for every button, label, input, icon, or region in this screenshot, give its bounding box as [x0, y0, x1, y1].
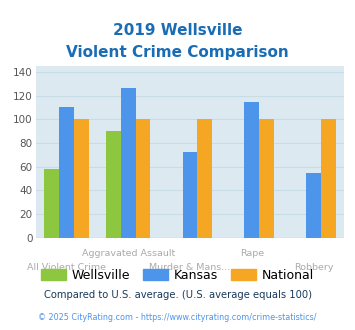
Bar: [244, 102, 259, 238]
Text: Aggravated Assault: Aggravated Assault: [82, 249, 175, 258]
Bar: [136, 119, 151, 238]
Text: 2019 Wellsville: 2019 Wellsville: [113, 23, 242, 38]
Bar: [59, 108, 74, 238]
Bar: [321, 119, 336, 238]
Text: Murder & Mans...: Murder & Mans...: [149, 263, 230, 272]
Text: Robbery: Robbery: [294, 263, 333, 272]
Bar: [106, 131, 121, 238]
Bar: [44, 169, 59, 238]
Bar: [121, 88, 136, 238]
Text: Compared to U.S. average. (U.S. average equals 100): Compared to U.S. average. (U.S. average …: [44, 290, 311, 300]
Text: All Violent Crime: All Violent Crime: [27, 263, 106, 272]
Bar: [74, 119, 89, 238]
Legend: Wellsville, Kansas, National: Wellsville, Kansas, National: [36, 264, 320, 287]
Text: Rape: Rape: [240, 249, 264, 258]
Bar: [182, 152, 197, 238]
Text: © 2025 CityRating.com - https://www.cityrating.com/crime-statistics/: © 2025 CityRating.com - https://www.city…: [38, 313, 317, 322]
Bar: [259, 119, 274, 238]
Text: Violent Crime Comparison: Violent Crime Comparison: [66, 45, 289, 59]
Bar: [197, 119, 212, 238]
Bar: [306, 173, 321, 238]
